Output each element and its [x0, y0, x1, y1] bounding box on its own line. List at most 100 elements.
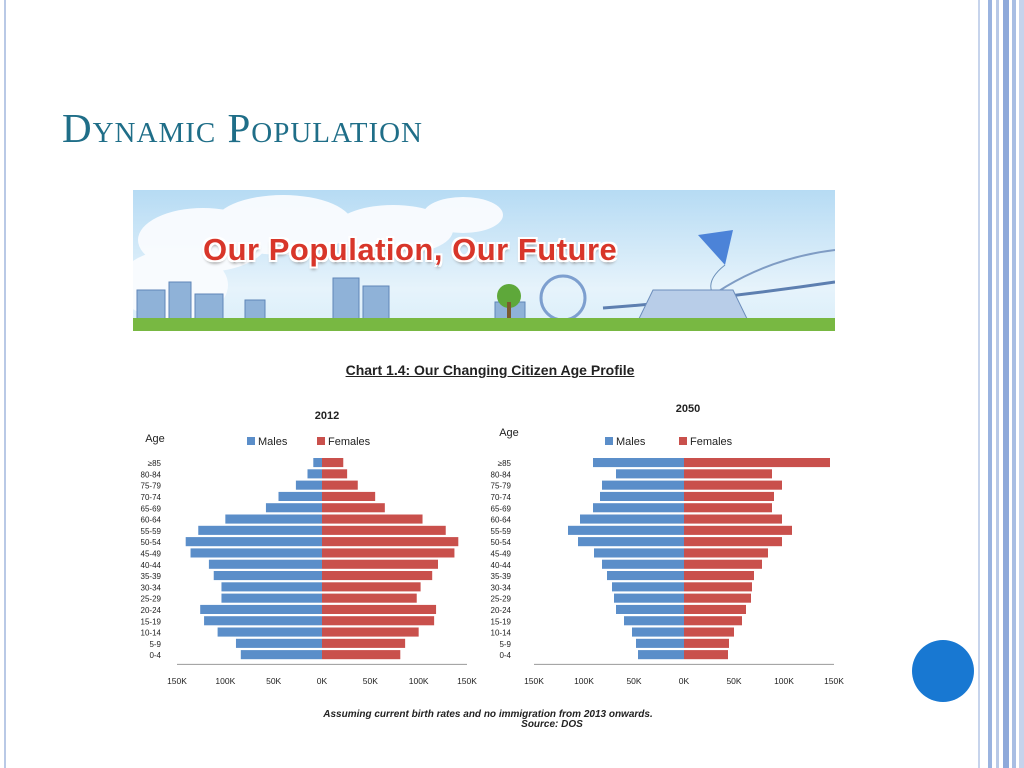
chart-1-bar-males: [612, 582, 684, 592]
chart-0-bar-females: [322, 514, 423, 524]
chart-1-bar-males: [594, 548, 684, 558]
chart-1-bar-females: [684, 503, 772, 513]
chart-0-bar-males: [217, 627, 322, 637]
chart-0-bar-males: [221, 582, 322, 592]
chart-0-age-tick: 5-9: [149, 640, 161, 649]
banner-illustration: [133, 195, 835, 331]
chart-1-age-tick: 75-79: [491, 482, 512, 491]
chart-1-bar-males: [607, 571, 684, 581]
chart-0-age-label: Age: [145, 433, 165, 445]
chart-0-bar-females: [322, 638, 406, 648]
chart-0-bar-females: [322, 582, 421, 592]
chart-1-x-tick: 50K: [626, 676, 641, 686]
chart-1-bar-males: [593, 458, 684, 468]
chart-1-age-tick: 20-24: [491, 606, 512, 615]
chart-1-age-tick: 60-64: [491, 516, 512, 525]
chart-0-x-tick: 100K: [215, 676, 235, 686]
chart-1-bar-males: [578, 537, 684, 547]
chart-0-x-tick: 0K: [317, 676, 328, 686]
chart-0-bar-males: [185, 537, 322, 547]
chart-0-age-tick: 20-24: [141, 606, 162, 615]
chart-0-bar-males: [295, 480, 322, 490]
chart-0-age-tick: 80-84: [141, 470, 162, 479]
chart-0-age-tick: ≥85: [148, 459, 162, 468]
chart-0-x-tick: 150K: [167, 676, 187, 686]
chart-0-bar-females: [322, 469, 348, 479]
slide-frame-left: [0, 0, 6, 768]
chart-1-bar-males: [602, 480, 684, 490]
chart-0-bar-males: [208, 559, 322, 569]
chart-1-bar-males: [602, 559, 684, 569]
chart-0-bar-females: [322, 537, 459, 547]
chart-1-legend-males-swatch: [605, 437, 613, 445]
chart-1-age-label: Age: [499, 427, 519, 439]
chart-1-bar-females: [684, 627, 734, 637]
chart-title: Chart 1.4: Our Changing Citizen Age Prof…: [345, 362, 635, 378]
chart-1-title: 2050: [676, 403, 700, 415]
chart-1-bar-females: [684, 480, 782, 490]
chart-1-bar-males: [638, 650, 684, 660]
chart-0-bar-males: [265, 503, 322, 513]
chart-0-bar-females: [322, 503, 385, 513]
chart-0-bar-females: [322, 616, 435, 626]
chart-0-x-tick: 50K: [266, 676, 281, 686]
chart-1-x-tick: 0K: [679, 676, 690, 686]
chart-0-bar-males: [278, 491, 322, 501]
chart-1-age-tick: 70-74: [491, 493, 512, 502]
chart-0-x-tick: 150K: [457, 676, 477, 686]
chart-1-x-tick: 150K: [524, 676, 544, 686]
chart-1-bar-females: [684, 491, 774, 501]
chart-0-bar-males: [235, 638, 322, 648]
chart-1-age-tick: 35-39: [491, 572, 512, 581]
chart-0-bar-females: [322, 604, 437, 614]
chart-note: Assuming current birth rates and no immi…: [323, 709, 653, 720]
chart-0-bar-females: [322, 525, 446, 535]
chart-0-bar-males: [313, 458, 322, 468]
population-banner: Our Population, Our Future: [133, 190, 835, 331]
chart-1-bar-females: [684, 616, 742, 626]
chart-1-age-tick: ≥85: [498, 459, 512, 468]
chart-0-bar-males: [200, 604, 322, 614]
chart-0-age-tick: 30-34: [141, 583, 162, 592]
chart-0-age-tick: 70-74: [141, 493, 162, 502]
chart-0-bar-males: [190, 548, 322, 558]
chart-0-x-tick: 50K: [363, 676, 378, 686]
chart-1-bar-females: [684, 582, 752, 592]
chart-0-bar-females: [322, 548, 455, 558]
chart-1-bar-females: [684, 537, 782, 547]
chart-1-x-tick: 100K: [574, 676, 594, 686]
chart-1-age-tick: 45-49: [491, 550, 512, 559]
chart-1-age-tick: 15-19: [491, 617, 512, 626]
chart-1-age-tick: 25-29: [491, 595, 512, 604]
banner-text: Our Population, Our Future: [203, 232, 618, 267]
chart-1-bar-females: [684, 638, 729, 648]
chart-1-bar-females: [684, 458, 830, 468]
chart-1-bar-males: [616, 604, 684, 614]
chart-0-legend-females-swatch: [317, 437, 325, 445]
chart-1-age-tick: 40-44: [491, 561, 512, 570]
slide-frame-right: [978, 0, 1024, 768]
decorative-blue-dot: [912, 640, 974, 702]
chart-0-age-tick: 25-29: [141, 595, 162, 604]
chart-1-bar-males: [614, 593, 684, 603]
chart-1-bar-males: [616, 469, 684, 479]
chart-1-age-tick: 65-69: [491, 504, 512, 513]
chart-1-bar-males: [624, 616, 684, 626]
chart-0-bar-males: [204, 616, 322, 626]
chart-0-bar-females: [322, 491, 376, 501]
chart-0-age-tick: 35-39: [141, 572, 162, 581]
chart-1-age-tick: 10-14: [491, 629, 512, 638]
chart-0-title: 2012: [315, 410, 339, 422]
chart-1-legend-males: Males: [616, 436, 646, 448]
chart-1-age-tick: 50-54: [491, 538, 512, 547]
chart-0-age-tick: 0-4: [149, 651, 161, 660]
chart-1-bar-females: [684, 571, 754, 581]
chart-0-bar-males: [307, 469, 322, 479]
chart-1-x-tick: 100K: [774, 676, 794, 686]
chart-1-age-tick: 80-84: [491, 470, 512, 479]
chart-1-bar-males: [636, 638, 684, 648]
chart-1-bar-females: [684, 514, 782, 524]
chart-1-x-tick: 50K: [726, 676, 741, 686]
chart-0-age-tick: 60-64: [141, 516, 162, 525]
chart-0-age-tick: 75-79: [141, 482, 162, 491]
